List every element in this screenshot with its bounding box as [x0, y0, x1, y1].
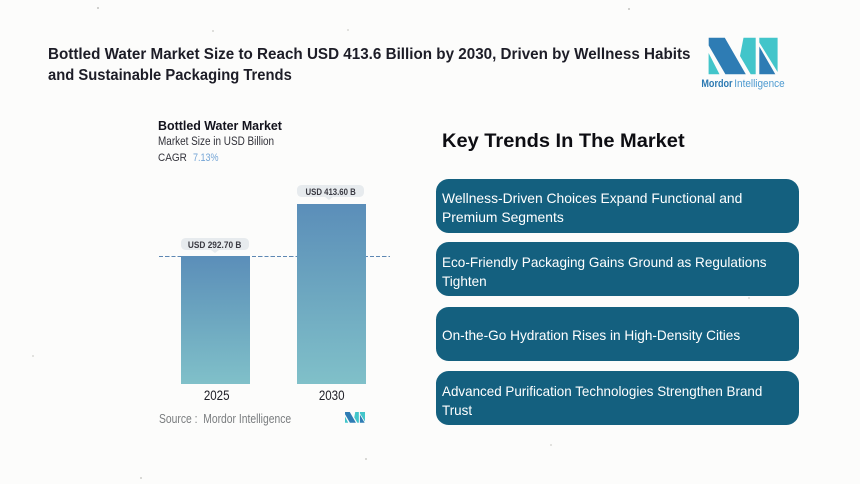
svg-text:Mordor: Mordor [701, 78, 733, 90]
svg-text:Intelligence: Intelligence [734, 78, 784, 90]
